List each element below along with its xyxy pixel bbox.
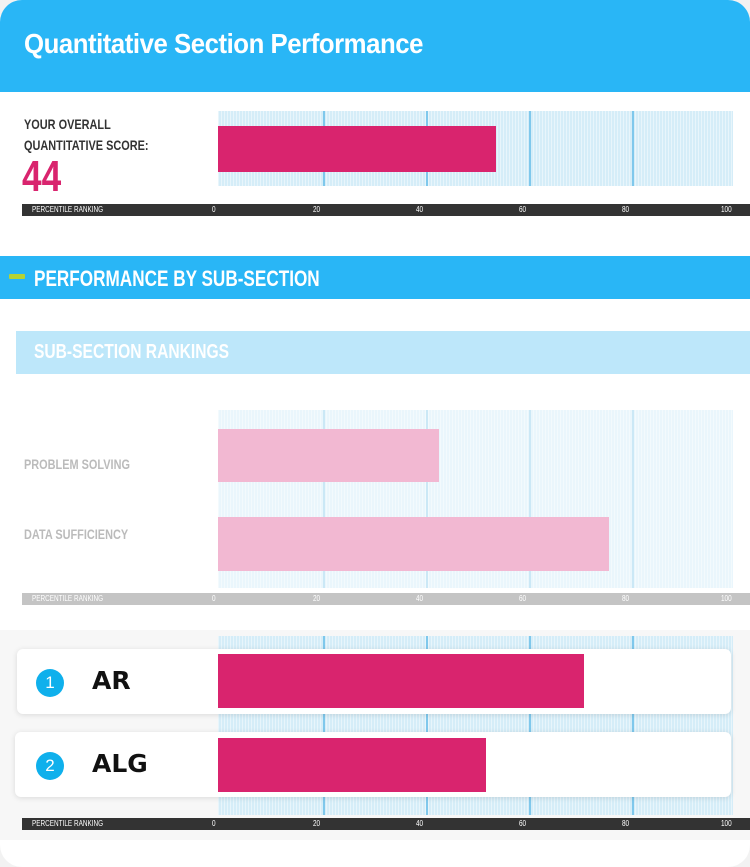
- tick-label: 60: [519, 594, 527, 603]
- tick-label: 40: [416, 594, 424, 603]
- gridline: [323, 410, 325, 588]
- gridline: [632, 636, 634, 815]
- axis-label: PERCENTILE RANKING: [32, 205, 104, 214]
- gridline: [529, 636, 531, 815]
- tick-label: 20: [313, 819, 321, 828]
- bar-data-sufficiency: [218, 517, 610, 571]
- rank-badge: 1: [36, 669, 64, 697]
- tick-label: 80: [622, 594, 630, 603]
- bar-problem-solving: [218, 429, 440, 482]
- tick-label: 20: [313, 594, 321, 603]
- tick-label: 40: [416, 819, 424, 828]
- gridline: [426, 636, 428, 815]
- page-title: Quantitative Section Performance: [24, 28, 423, 59]
- axis-label: PERCENTILE RANKING: [32, 819, 104, 828]
- section-header: [0, 256, 750, 299]
- axis-label: PERCENTILE RANKING: [32, 594, 104, 603]
- tick-label: 80: [622, 819, 630, 828]
- tick-label: 20: [313, 205, 321, 214]
- tick-label: 100: [721, 205, 732, 214]
- tick-label: 60: [519, 205, 527, 214]
- subsection-title: SUB-SECTION RANKINGS: [34, 341, 230, 363]
- category-label: PROBLEM SOLVING: [24, 456, 130, 472]
- bar-alg: [218, 738, 486, 792]
- axis-overall: PERCENTILE RANKING 0 20 40 60 80 100: [22, 204, 750, 216]
- tick-label: 100: [721, 819, 732, 828]
- tick-label: 80: [622, 205, 630, 214]
- gridline: [426, 410, 428, 588]
- tick-label: 60: [519, 819, 527, 828]
- section-title: PERFORMANCE BY SUB-SECTION: [34, 266, 320, 291]
- axis-subsection: PERCENTILE RANKING 0 20 40 60 80 100: [22, 593, 750, 605]
- bar-ar: [218, 654, 584, 708]
- tick-label: 0: [212, 594, 216, 603]
- collapse-icon[interactable]: [9, 274, 25, 279]
- gridline: [323, 636, 325, 815]
- tick-label: 100: [721, 594, 732, 603]
- topic-label: AR: [92, 666, 131, 695]
- gridline: [529, 410, 531, 588]
- overall-score-label: YOUR OVERALL QUANTITATIVE SCORE:: [24, 114, 149, 156]
- bar-overall: [218, 126, 497, 172]
- overall-score: 44: [22, 152, 62, 201]
- header-bar: [0, 0, 750, 92]
- gridline: [632, 111, 634, 186]
- label-line-2: QUANTITATIVE SCORE:: [24, 137, 149, 153]
- gridline: [632, 410, 634, 588]
- tick-label: 40: [416, 205, 424, 214]
- label-line-1: YOUR OVERALL: [24, 116, 111, 132]
- tick-label: 0: [212, 205, 216, 214]
- gridline: [529, 111, 531, 186]
- topic-label: ALG: [92, 749, 148, 778]
- rank-badge: 2: [36, 752, 64, 780]
- tick-label: 0: [212, 819, 216, 828]
- category-label: DATA SUFFICIENCY: [24, 526, 129, 542]
- subsection-header: [16, 331, 750, 374]
- axis-topics: PERCENTILE RANKING 0 20 40 60 80 100: [22, 818, 750, 830]
